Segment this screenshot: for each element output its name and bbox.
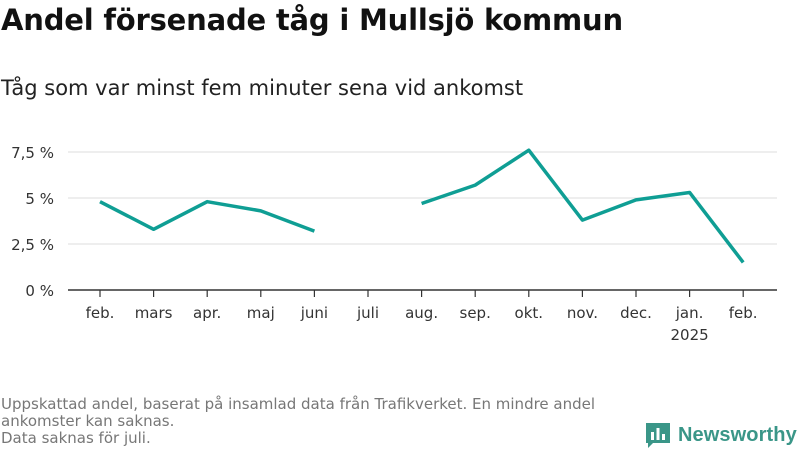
x-tick-label: juli: [356, 304, 379, 322]
source-line: Uppskattad andel, baserat på insamlad da…: [1, 395, 596, 413]
x-tick-label: dec.: [620, 304, 652, 322]
y-tick-label: 2,5 %: [11, 236, 54, 254]
brand-name: Newsworthy: [678, 423, 797, 446]
x-tick-label: maj: [247, 304, 275, 322]
x-tick-label: juni: [300, 304, 328, 322]
x-axis-ticks: feb. mars apr. maj juni juli aug. sep. okt. nov. d…: [86, 290, 758, 344]
x-tick-sublabel: 2025: [671, 326, 709, 344]
series-line-segment: [421, 148, 745, 264]
bar-chart-logo-icon: [646, 423, 670, 448]
y-tick-label: 0 %: [25, 282, 54, 300]
y-axis-ticks: 0 % 2,5 % 5 % 7,5 %: [11, 144, 54, 300]
y-tick-label: 7,5 %: [11, 144, 54, 162]
x-tick-label: aug.: [405, 304, 438, 322]
x-tick-label: mars: [135, 304, 173, 322]
x-tick-label: apr.: [193, 304, 221, 322]
x-tick-label: sep.: [460, 304, 491, 322]
gridlines: [68, 151, 777, 291]
x-tick-label: feb.: [729, 304, 758, 322]
x-tick-label: okt.: [515, 304, 544, 322]
x-tick-label: feb.: [86, 304, 115, 322]
chart-title: Andel försenade tåg i Mullsjö kommun: [1, 3, 623, 37]
x-tick-label: nov.: [567, 304, 598, 322]
newsworthy-logo: Newsworthy: [644, 421, 797, 449]
y-tick-label: 5 %: [25, 190, 54, 208]
source-line: ankomster kan saknas.: [1, 412, 175, 430]
x-tick-label: jan.: [675, 304, 704, 322]
series-line-segment: [99, 199, 316, 233]
source-note: Uppskattad andel, baserat på insamlad da…: [1, 396, 631, 447]
chart-subtitle: Tåg som var minst fem minuter sena vid a…: [1, 76, 524, 100]
series-lines: [99, 148, 745, 264]
source-line: Data saknas för juli.: [1, 429, 151, 447]
